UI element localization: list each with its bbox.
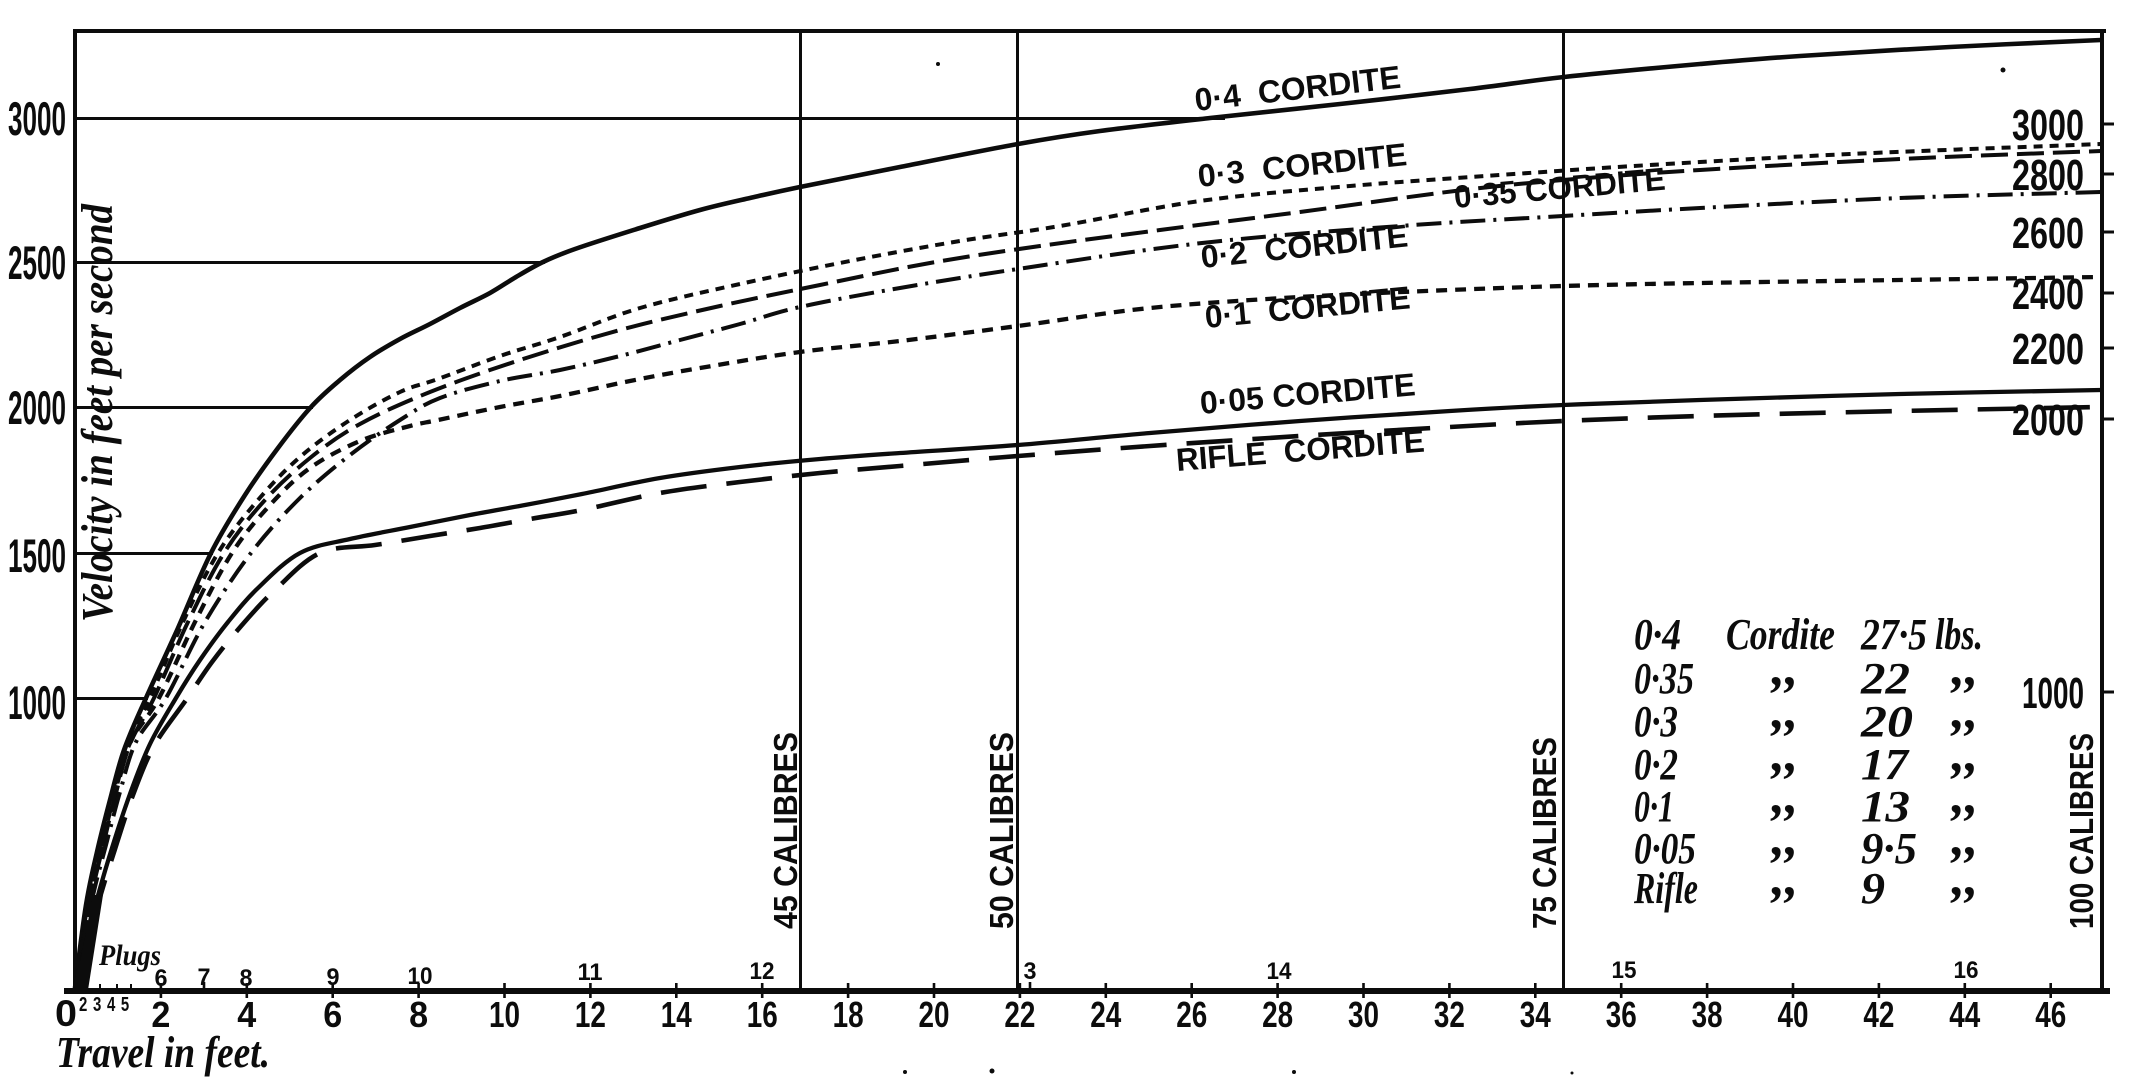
svg-text:,,: ,, xyxy=(1950,725,1979,783)
svg-text:46: 46 xyxy=(2035,994,2066,1035)
svg-text:27·5: 27·5 xyxy=(1860,610,1927,659)
svg-text:Velocity in feet per second: Velocity in feet per second xyxy=(73,203,122,622)
svg-text:42: 42 xyxy=(1863,994,1894,1035)
svg-text:4: 4 xyxy=(237,994,256,1035)
svg-text:6: 6 xyxy=(323,994,342,1035)
svg-text:0·1: 0·1 xyxy=(1634,782,1674,831)
svg-text:10: 10 xyxy=(408,963,433,990)
svg-text:0·4: 0·4 xyxy=(1634,610,1681,659)
svg-text:0·3: 0·3 xyxy=(1634,697,1678,746)
svg-text:2400: 2400 xyxy=(2012,270,2084,319)
svg-text:,,: ,, xyxy=(1950,767,1979,825)
svg-text:36: 36 xyxy=(1606,994,1637,1035)
svg-text:45 CALIBRES: 45 CALIBRES xyxy=(767,732,804,929)
svg-text:2 3 4 5: 2 3 4 5 xyxy=(79,994,130,1016)
svg-text:1500: 1500 xyxy=(8,529,66,582)
svg-text:1000: 1000 xyxy=(8,676,66,729)
svg-text:15: 15 xyxy=(1612,957,1637,984)
svg-text:,,: ,, xyxy=(1950,682,1979,740)
svg-text:11: 11 xyxy=(578,959,603,986)
svg-text:34: 34 xyxy=(1520,994,1551,1035)
svg-text:22: 22 xyxy=(1860,654,1910,703)
svg-text:,,: ,, xyxy=(1950,849,1979,907)
svg-text:0·2: 0·2 xyxy=(1634,740,1678,789)
svg-text:16: 16 xyxy=(747,994,778,1035)
svg-text:3000: 3000 xyxy=(2012,101,2084,150)
svg-text:2: 2 xyxy=(151,994,170,1035)
svg-text:16: 16 xyxy=(1954,957,1979,984)
svg-text:6: 6 xyxy=(155,965,168,992)
svg-text:20: 20 xyxy=(1860,697,1913,746)
svg-text:22: 22 xyxy=(1004,994,1035,1035)
svg-text:12: 12 xyxy=(750,958,775,985)
svg-text:12: 12 xyxy=(575,994,606,1035)
svg-text:28: 28 xyxy=(1262,994,1293,1035)
svg-text:,,: ,, xyxy=(1770,767,1799,825)
svg-text:17: 17 xyxy=(1861,740,1910,789)
svg-text:Travel in feet.: Travel in feet. xyxy=(56,1028,270,1077)
svg-text:32: 32 xyxy=(1434,994,1465,1035)
svg-text:44: 44 xyxy=(1949,994,1980,1035)
svg-text:38: 38 xyxy=(1692,994,1723,1035)
svg-text:30: 30 xyxy=(1348,994,1379,1035)
svg-text:50 CALIBRES: 50 CALIBRES xyxy=(983,732,1020,929)
svg-text:100 CALIBRES: 100 CALIBRES xyxy=(2063,733,2100,929)
svg-text:10: 10 xyxy=(489,994,520,1035)
svg-text:8: 8 xyxy=(409,994,428,1035)
svg-text:3: 3 xyxy=(1024,958,1037,985)
svg-text:,,: ,, xyxy=(1770,809,1799,867)
svg-text:,,: ,, xyxy=(1770,849,1799,907)
svg-text:0·05: 0·05 xyxy=(1634,824,1696,873)
svg-text:2600: 2600 xyxy=(2012,209,2084,258)
svg-text:9·5: 9·5 xyxy=(1861,824,1917,873)
svg-text:Cordite: Cordite xyxy=(1726,610,1835,659)
svg-text:2000: 2000 xyxy=(2012,396,2084,445)
svg-text:2000: 2000 xyxy=(8,381,66,434)
svg-text:2200: 2200 xyxy=(2012,325,2084,374)
svg-text:8: 8 xyxy=(240,965,253,992)
svg-text:14: 14 xyxy=(1267,958,1293,985)
svg-text:24: 24 xyxy=(1090,994,1121,1035)
svg-text:14: 14 xyxy=(661,994,692,1035)
svg-text:0·35: 0·35 xyxy=(1634,654,1694,703)
svg-text:20: 20 xyxy=(919,994,950,1035)
svg-text:lbs.: lbs. xyxy=(1935,610,1983,659)
svg-text:3000: 3000 xyxy=(8,92,66,145)
svg-text:,,: ,, xyxy=(1770,639,1799,697)
svg-text:1000: 1000 xyxy=(2022,669,2084,718)
svg-text:9: 9 xyxy=(327,964,340,991)
svg-text:,,: ,, xyxy=(1770,682,1799,740)
svg-text:,,: ,, xyxy=(1950,639,1979,697)
svg-text:2800: 2800 xyxy=(2012,151,2084,200)
svg-text:40: 40 xyxy=(1778,994,1809,1035)
svg-text:13: 13 xyxy=(1861,782,1910,831)
svg-text:26: 26 xyxy=(1176,994,1207,1035)
svg-text:75 CALIBRES: 75 CALIBRES xyxy=(1526,737,1563,929)
svg-text:,,: ,, xyxy=(1950,809,1979,867)
svg-text:Plugs: Plugs xyxy=(98,939,161,972)
svg-text:9: 9 xyxy=(1861,864,1885,913)
svg-text:18: 18 xyxy=(833,994,864,1035)
svg-text:2500: 2500 xyxy=(8,236,66,289)
svg-text:0: 0 xyxy=(55,993,77,1034)
svg-text:7: 7 xyxy=(198,964,211,991)
svg-text:Rifle: Rifle xyxy=(1633,864,1698,913)
svg-text:,,: ,, xyxy=(1770,725,1799,783)
